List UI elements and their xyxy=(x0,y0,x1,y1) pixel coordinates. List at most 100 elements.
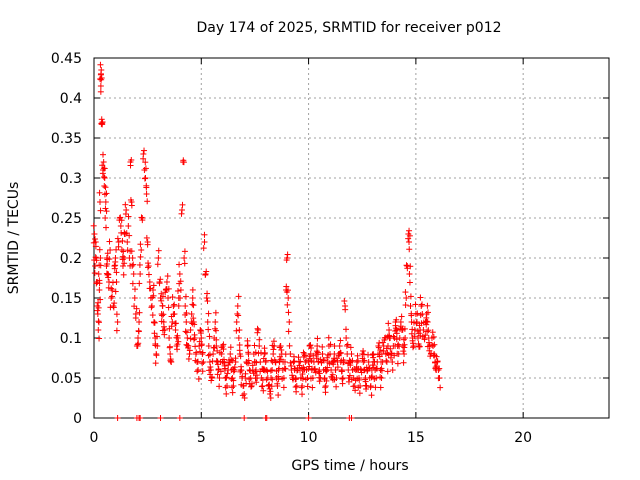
data-point xyxy=(143,182,150,189)
data-point xyxy=(183,329,190,336)
data-point xyxy=(224,370,231,377)
data-point xyxy=(128,248,135,255)
data-point xyxy=(101,191,108,198)
data-point xyxy=(114,235,121,242)
data-point xyxy=(347,344,354,351)
data-point xyxy=(204,298,211,305)
data-point xyxy=(197,330,204,337)
data-point xyxy=(110,304,117,311)
data-point xyxy=(251,342,258,349)
data-point xyxy=(91,270,98,277)
data-point xyxy=(199,368,206,375)
data-point xyxy=(138,247,145,253)
data-point xyxy=(415,330,422,337)
data-point xyxy=(221,359,228,366)
data-point xyxy=(159,303,166,309)
data-point xyxy=(222,365,229,372)
data-point xyxy=(207,363,214,370)
data-point xyxy=(190,302,197,309)
data-point xyxy=(103,208,110,215)
data-point xyxy=(106,238,113,245)
data-point xyxy=(199,360,206,367)
data-point xyxy=(270,338,277,345)
data-point xyxy=(96,277,103,284)
data-point xyxy=(176,261,183,268)
data-point xyxy=(191,321,198,328)
data-point xyxy=(184,342,191,349)
data-point xyxy=(229,357,236,364)
data-point xyxy=(102,184,109,191)
data-point xyxy=(411,327,418,333)
data-point xyxy=(378,375,385,381)
data-point xyxy=(212,319,219,325)
data-point xyxy=(253,367,260,373)
data-point xyxy=(134,335,141,341)
data-point xyxy=(156,280,163,287)
data-point xyxy=(201,231,208,238)
data-point xyxy=(284,251,291,258)
data-point xyxy=(324,364,331,371)
data-point xyxy=(101,165,108,172)
data-point xyxy=(308,357,315,364)
data-point xyxy=(158,297,165,304)
data-point xyxy=(319,351,326,357)
data-point xyxy=(115,243,122,250)
data-point xyxy=(142,175,149,181)
data-point xyxy=(311,366,318,373)
data-point xyxy=(369,352,376,359)
data-point xyxy=(356,390,363,397)
data-point xyxy=(305,359,312,365)
data-point xyxy=(416,343,423,350)
data-point xyxy=(406,232,413,239)
data-point xyxy=(97,83,104,89)
data-point xyxy=(136,280,143,287)
data-point xyxy=(229,389,236,396)
data-point xyxy=(141,175,148,182)
data-point xyxy=(437,384,444,391)
data-point xyxy=(165,304,172,311)
data-point xyxy=(177,295,184,302)
data-point xyxy=(162,289,169,296)
data-point xyxy=(174,346,181,353)
data-point xyxy=(98,76,105,83)
data-point xyxy=(151,330,158,337)
data-point xyxy=(167,357,174,364)
x-tick-label: 0 xyxy=(90,430,99,446)
data-point xyxy=(245,357,252,364)
data-point xyxy=(422,332,429,339)
data-point xyxy=(160,323,167,330)
data-point xyxy=(241,395,248,401)
data-point xyxy=(356,376,363,383)
data-point xyxy=(205,326,212,333)
data-point xyxy=(212,309,219,316)
data-point xyxy=(260,387,267,394)
data-point xyxy=(125,223,132,229)
data-point xyxy=(333,375,340,381)
data-point xyxy=(223,374,230,381)
data-point xyxy=(235,335,242,341)
data-point xyxy=(205,352,212,359)
data-point xyxy=(424,319,431,325)
data-point xyxy=(207,367,214,373)
data-point xyxy=(204,319,211,325)
data-point xyxy=(119,263,126,269)
data-point xyxy=(383,359,390,365)
data-point xyxy=(242,370,249,377)
data-point xyxy=(216,383,223,390)
data-point xyxy=(161,331,168,338)
data-point xyxy=(436,375,443,381)
data-point xyxy=(354,357,361,364)
data-point xyxy=(102,215,109,221)
data-point xyxy=(235,312,242,319)
data-point xyxy=(284,287,291,294)
data-point xyxy=(199,349,206,356)
data-point xyxy=(262,357,269,364)
data-point xyxy=(283,257,290,264)
data-point xyxy=(154,261,161,268)
data-point xyxy=(205,343,212,349)
data-point-zero xyxy=(137,415,144,421)
data-point xyxy=(312,369,319,376)
data-point xyxy=(194,368,201,375)
data-point xyxy=(407,303,414,309)
data-point xyxy=(254,329,261,336)
